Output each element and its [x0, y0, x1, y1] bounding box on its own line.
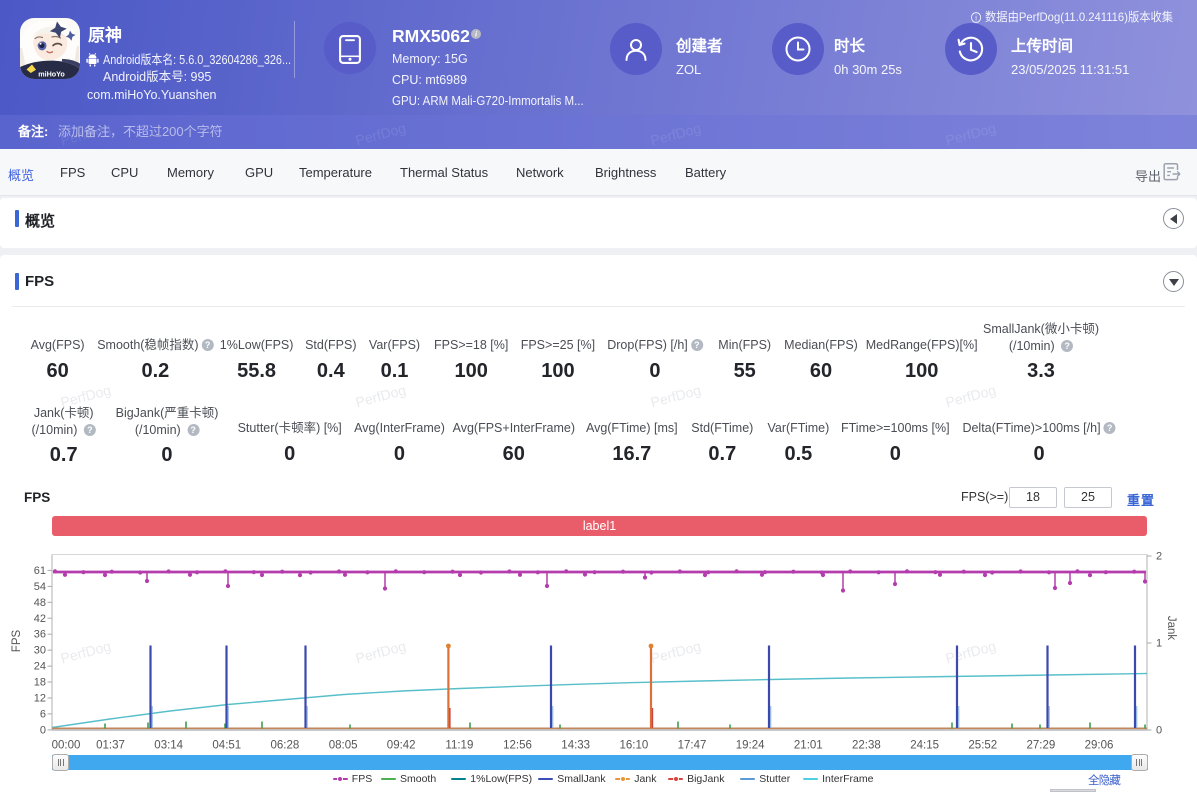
svg-text:2: 2	[1156, 551, 1162, 563]
svg-text:22:38: 22:38	[852, 740, 881, 752]
svg-text:14:33: 14:33	[561, 740, 590, 752]
svg-text:6: 6	[40, 708, 46, 720]
svg-text:21:01: 21:01	[794, 740, 823, 752]
svg-text:18: 18	[34, 677, 46, 689]
svg-text:03:14: 03:14	[154, 740, 183, 752]
svg-text:61: 61	[34, 565, 46, 577]
svg-text:i: i	[475, 30, 478, 39]
svg-text:Jank: Jank	[1165, 616, 1177, 641]
svg-text:0: 0	[40, 724, 46, 736]
svg-text:29:06: 29:06	[1085, 740, 1114, 752]
svg-text:42: 42	[34, 613, 46, 625]
svg-text:27:29: 27:29	[1027, 740, 1056, 752]
svg-text:0: 0	[1156, 725, 1162, 737]
svg-text:48: 48	[34, 597, 46, 609]
svg-text:06:28: 06:28	[271, 740, 300, 752]
svg-text:04:51: 04:51	[212, 740, 241, 752]
svg-text:36: 36	[34, 629, 46, 641]
svg-text:miHoYo: miHoYo	[38, 70, 65, 79]
svg-text:12:56: 12:56	[503, 740, 532, 752]
svg-text:09:42: 09:42	[387, 740, 416, 752]
svg-text:12: 12	[34, 693, 46, 705]
svg-text:25:52: 25:52	[968, 740, 997, 752]
svg-text:1: 1	[1156, 638, 1162, 650]
svg-text:08:05: 08:05	[329, 740, 358, 752]
svg-text:i: i	[975, 13, 977, 22]
svg-text:17:47: 17:47	[678, 740, 707, 752]
svg-text:11:19: 11:19	[445, 740, 473, 752]
svg-text:24:15: 24:15	[910, 740, 939, 752]
svg-text:19:24: 19:24	[736, 740, 765, 752]
svg-text:16:10: 16:10	[620, 740, 649, 752]
svg-text:00:00: 00:00	[52, 740, 81, 752]
svg-text:01:37: 01:37	[96, 740, 125, 752]
svg-text:30: 30	[34, 645, 46, 657]
svg-text:54: 54	[34, 581, 46, 593]
svg-text:24: 24	[34, 661, 46, 673]
svg-text:FPS: FPS	[11, 629, 23, 652]
